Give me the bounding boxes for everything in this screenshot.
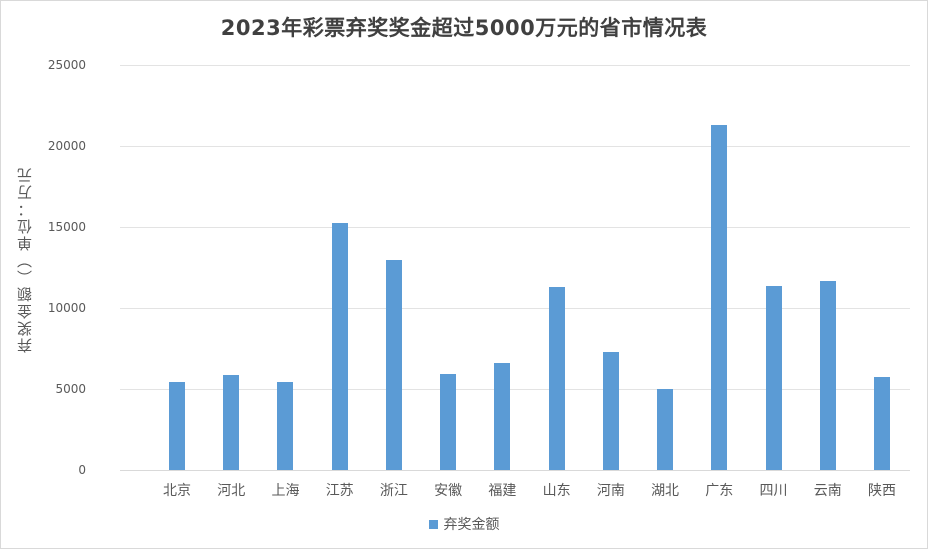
legend: 弃奖金额 [0,514,928,534]
bar [331,222,348,470]
plot-area [120,65,910,471]
gridline [120,308,910,309]
x-tick-label: 上海 [271,483,300,499]
bar [657,389,674,470]
gridline [120,227,910,228]
bar [277,382,294,470]
bar [494,363,511,470]
x-tick-label: 湖北 [651,483,680,499]
gridline [120,146,910,147]
x-tick-label: 江苏 [325,483,354,499]
bar [440,373,457,470]
y-tick-label: 5000 [55,382,86,396]
x-tick-label: 广东 [705,483,734,499]
legend-label: 弃奖金额 [443,517,500,533]
bar [385,260,402,470]
x-tick-label: 浙江 [379,483,408,499]
gridline [120,470,910,471]
bar [548,286,565,470]
bar [874,377,890,470]
x-tick-label: 山东 [542,483,571,499]
x-tick-label: 福建 [488,483,517,499]
y-tick-label: 0 [78,463,86,477]
x-tick-label: 河南 [596,483,625,499]
bar [602,352,619,470]
legend-swatch [428,519,438,529]
x-tick-label: 云南 [813,483,842,499]
x-tick-label: 安徽 [434,483,463,499]
y-tick-label: 25000 [47,58,86,72]
bar [765,285,782,470]
gridline [120,65,910,66]
x-tick-label: 河北 [217,483,246,499]
y-tick-label: 15000 [47,220,86,234]
y-tick-label: 10000 [47,301,86,315]
x-tick-label: 北京 [163,483,191,499]
chart-title: 2023年彩票弃奖奖金超过5000万元的省市情况表 [220,16,708,40]
gridline [120,389,910,390]
x-tick-label: 四川 [759,483,788,499]
bar [223,375,240,470]
y-tick-label: 20000 [47,139,86,153]
bar [819,280,836,470]
bar [169,382,185,470]
bar [711,124,728,470]
x-tick-label: 陕西 [868,483,896,499]
y-axis-label: 弃奖金额（）单位：万元 [16,166,34,354]
